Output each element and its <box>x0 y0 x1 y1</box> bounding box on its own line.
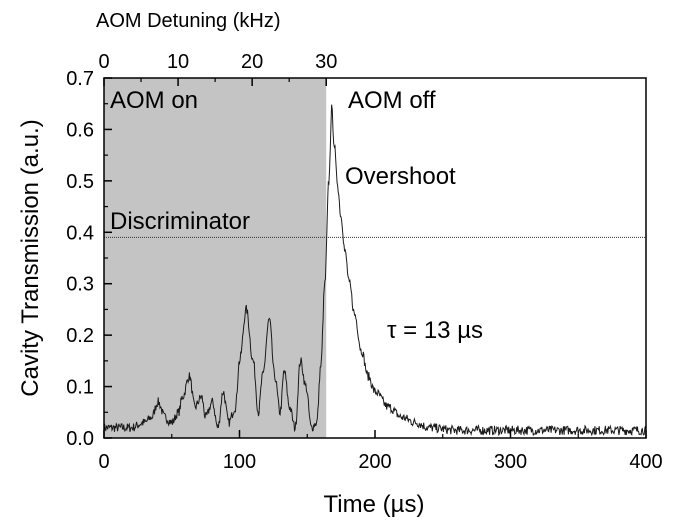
y-tick-label-0: 0.0 <box>66 428 94 450</box>
y-tick-label-5: 0.5 <box>66 171 94 193</box>
aom-off-label: AOM off <box>348 87 436 114</box>
y-axis-label: Cavity Transmission (a.u.) <box>17 119 44 396</box>
overshoot-label: Overshoot <box>345 163 456 190</box>
top-tick-label-0: 0 <box>98 51 109 73</box>
x-tick-label-300: 300 <box>494 451 527 473</box>
discriminator-label: Discriminator <box>110 208 250 235</box>
x-axis-label: Time (µs) <box>324 491 425 518</box>
top-axis-label: AOM Detuning (kHz) <box>96 10 281 32</box>
tau-label: τ = 13 µs <box>387 317 483 344</box>
x-tick-label-200: 200 <box>358 451 391 473</box>
x-axis-ticks: 0 100 200 300 400 <box>98 430 663 473</box>
x-tick-label-0: 0 <box>98 451 109 473</box>
top-tick-label-20: 20 <box>241 51 263 73</box>
y-tick-label-6: 0.6 <box>66 119 94 141</box>
y-tick-label-2: 0.2 <box>66 325 94 347</box>
y-tick-label-4: 0.4 <box>66 222 94 244</box>
y-tick-label-3: 0.3 <box>66 274 94 296</box>
top-axis-ticks: 0 10 20 30 <box>98 51 337 86</box>
x-tick-label-400: 400 <box>629 451 662 473</box>
aom-on-label: AOM on <box>110 87 198 114</box>
x-tick-label-100: 100 <box>223 451 256 473</box>
top-tick-label-10: 10 <box>167 51 189 73</box>
y-axis-ticks: 0.0 0.1 0.2 0.3 0.4 0.5 0.6 0.7 <box>66 68 112 450</box>
y-tick-label-7: 0.7 <box>66 68 94 90</box>
top-tick-label-30: 30 <box>315 51 337 73</box>
aom-on-shaded-region <box>104 78 327 438</box>
y-tick-label-1: 0.1 <box>66 377 94 399</box>
transmission-trace <box>103 104 647 437</box>
